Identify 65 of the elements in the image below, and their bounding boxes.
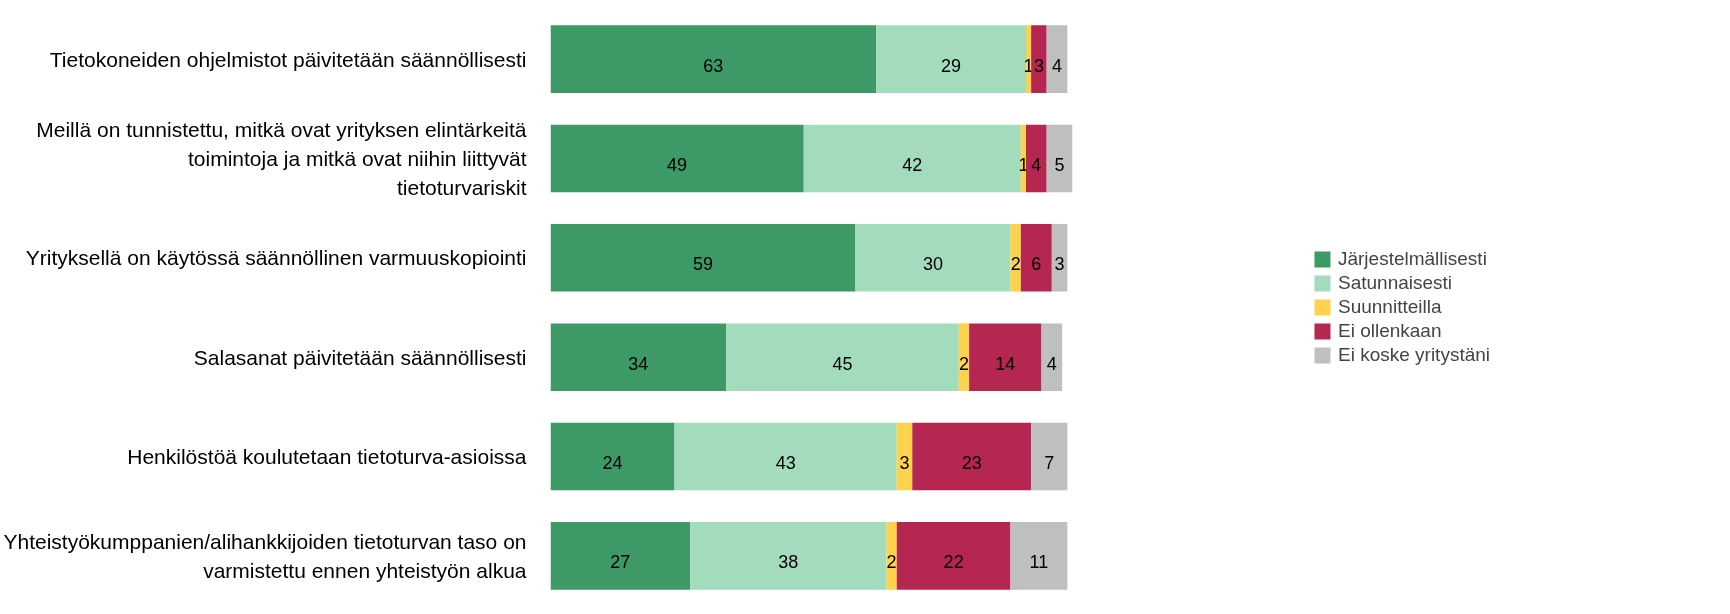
bar [1025, 124, 1047, 193]
data-label: 34 [628, 353, 649, 374]
data-label: 49 [667, 154, 688, 175]
data-label: 27 [610, 552, 631, 573]
bar [1031, 25, 1047, 93]
bar [550, 25, 877, 93]
bar [876, 25, 1026, 93]
bar [912, 422, 1032, 491]
legend-label: Ei koske yritystäni [1337, 344, 1491, 366]
data-label: 22 [943, 552, 964, 573]
bar [674, 422, 897, 491]
bar [550, 323, 727, 391]
data-label: 11 [1029, 552, 1049, 573]
bar [1041, 323, 1063, 391]
bar [1010, 224, 1021, 292]
bar [550, 224, 856, 292]
data-label: 45 [832, 353, 853, 374]
legend-label: Satunnaisesti [1337, 272, 1453, 294]
y-tick-label: Henkilöstöä koulutetaan tietoturva-asioissa [127, 445, 527, 469]
data-label: 5 [1054, 154, 1065, 175]
data-label: 29 [941, 55, 962, 76]
bar [803, 124, 1021, 193]
data-label: 42 [902, 154, 923, 175]
bar [550, 422, 675, 491]
data-label: 63 [703, 55, 724, 76]
data-label: 3 [1054, 254, 1065, 275]
y-tick-label: Yrityksellä on käytössä säännöllinen varmuuskopiointi [25, 246, 527, 270]
data-label: 4 [1051, 55, 1063, 76]
bar [1046, 124, 1073, 193]
data-label: 43 [775, 453, 796, 474]
bar [1010, 522, 1068, 590]
bar [1031, 422, 1068, 491]
legend-label: Ei ollenkaan [1337, 320, 1442, 342]
data-label: 23 [961, 453, 982, 474]
bar [1020, 224, 1052, 292]
bar [969, 323, 1042, 391]
data-label: 14 [995, 353, 1016, 374]
bar [550, 124, 804, 193]
data-label: 2 [886, 552, 897, 573]
bar [896, 522, 1011, 590]
legend-label: Järjestelmällisesti [1337, 248, 1487, 270]
data-label: 3 [1033, 55, 1044, 76]
bar [690, 522, 887, 590]
data-label: 2 [1010, 254, 1021, 275]
bar [855, 224, 1011, 292]
data-label: 4 [1046, 353, 1057, 374]
y-tick-label: Tietokoneiden ohjelmistot päivitetään säännöllisesti [49, 47, 527, 71]
data-label: 4 [1031, 154, 1042, 175]
bar [1046, 25, 1068, 93]
legend-label: Suunnitteilla [1337, 296, 1442, 318]
y-tick-label: Salasanat päivitetään säännöllisesti [193, 345, 527, 369]
data-label: 24 [602, 453, 623, 474]
data-label: 59 [692, 254, 713, 275]
data-label: 7 [1044, 453, 1055, 474]
data-label: 38 [778, 552, 799, 573]
data-label: 3 [899, 453, 910, 474]
bar [886, 522, 897, 590]
y-tick-label: Yhteistyökumppanien/alihankkijoiden tietoturvan taso on varmistettu ennen yhteistyön alkua [3, 529, 527, 582]
data-label: 30 [922, 254, 943, 275]
y-tick-label: Meillä on tunnistettu, mitkä ovat yrityksen elintärkeitä toimintoja ja mitkä ovat niihin liittyvät tietoturvariskit [36, 118, 527, 199]
bar [550, 522, 691, 590]
data-label: 6 [1031, 254, 1042, 275]
data-label: 2 [958, 353, 969, 374]
bar [1051, 224, 1068, 292]
bar [726, 323, 959, 391]
